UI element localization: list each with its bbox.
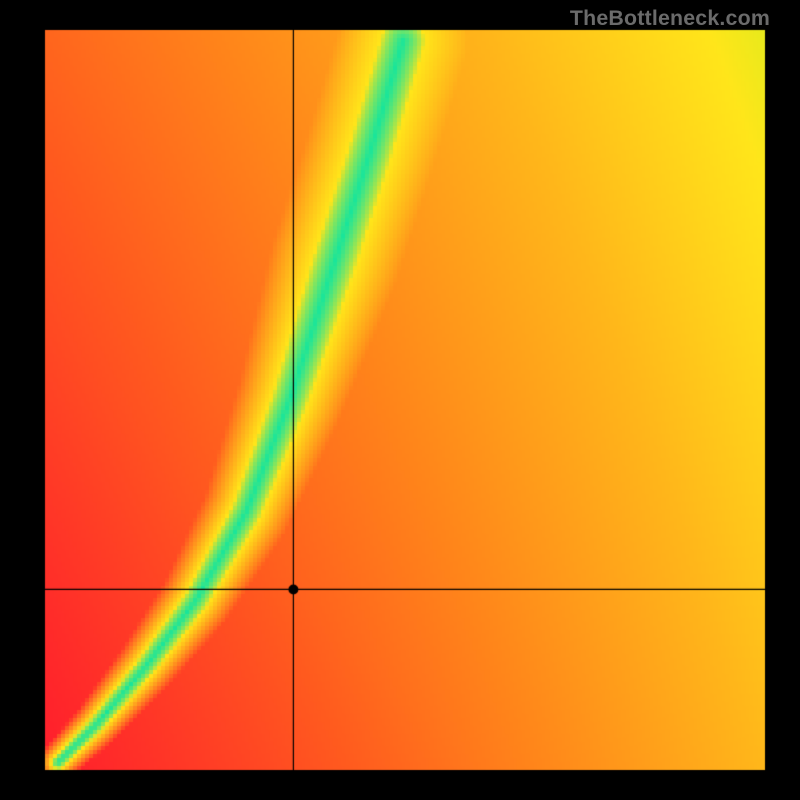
chart-container: TheBottleneck.com: [0, 0, 800, 800]
heatmap-canvas: [0, 0, 800, 800]
